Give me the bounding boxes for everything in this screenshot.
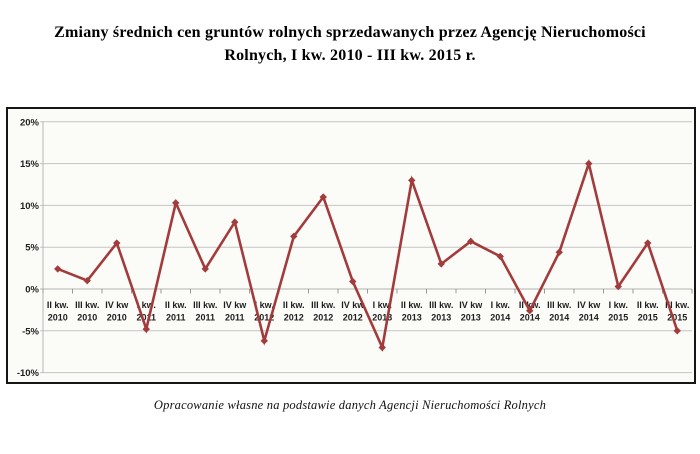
data-point-marker xyxy=(172,199,180,207)
x-tick-year-label: 2011 xyxy=(195,313,215,323)
chart-frame: 20% 15% 10% 5% 0% -5% -10% II kw. 2010 III kw. 201… xyxy=(6,107,696,384)
price-change-line xyxy=(57,158,679,352)
price-change-line-chart: 20% 15% 10% 5% 0% -5% -10% II kw. 2010 III kw. 201… xyxy=(17,117,693,379)
x-tick-year-label: 2014 xyxy=(579,313,599,323)
x-tick-quarter-label: II kw. xyxy=(47,300,69,310)
data-point-marker xyxy=(260,337,268,345)
x-tick-quarter-label: II kw. xyxy=(637,300,659,310)
x-tick-year-label: 2015 xyxy=(667,313,687,323)
x-tick-quarter-label: III kw. xyxy=(311,300,335,310)
x-tick-year-label: 2011 xyxy=(136,313,156,323)
data-point-marker xyxy=(83,276,91,285)
x-tick-quarter-label: III kw. xyxy=(75,300,99,310)
x-tick-year-label: 2012 xyxy=(313,313,333,323)
x-tick-year-label: 2013 xyxy=(431,313,451,323)
x-tick-year-label: 2012 xyxy=(254,313,274,323)
y-tick-label: 15% xyxy=(20,159,40,170)
data-point-marker xyxy=(378,343,386,352)
y-tick-label: 0% xyxy=(25,285,39,296)
x-tick-quarter-label: I kw. xyxy=(491,300,510,310)
x-tick-quarter-label: IV kw xyxy=(105,300,129,310)
data-point-marker xyxy=(555,248,563,256)
data-point-marker xyxy=(437,260,445,268)
x-tick-quarter-label: III kw. xyxy=(429,300,453,310)
data-point-marker xyxy=(467,237,475,246)
data-point-marker xyxy=(231,218,239,226)
x-tick-year-label: 2010 xyxy=(77,313,97,323)
data-point-marker xyxy=(142,325,150,333)
data-point-marker xyxy=(201,265,209,273)
data-point-marker xyxy=(526,307,534,315)
x-tick-year-label: 2010 xyxy=(48,313,68,323)
data-point-marker xyxy=(673,327,681,335)
x-tick-year-label: 2012 xyxy=(284,313,304,323)
data-point-marker xyxy=(349,277,357,286)
x-tick-quarter-label: II kw. xyxy=(519,300,541,310)
source-note: Opracowanie własne na podstawie danych A… xyxy=(153,398,547,412)
data-point-marker xyxy=(319,193,327,201)
x-tick-quarter-label: II kw. xyxy=(401,300,423,310)
x-tick-quarter-label: I kw. xyxy=(137,300,156,310)
chart-title: Zmiany średnich cen gruntów rolnych sprz… xyxy=(0,21,700,67)
x-tick-year-label: 2013 xyxy=(461,313,481,323)
x-tick-quarter-label: III kw. xyxy=(665,300,689,310)
x-tick-year-label: 2011 xyxy=(166,313,186,323)
x-tick-year-label: 2015 xyxy=(638,313,658,323)
x-tick-year-label: 2010 xyxy=(107,313,127,323)
x-tick-year-label: 2011 xyxy=(225,313,245,323)
x-tick-year-label: 2014 xyxy=(520,313,540,323)
x-tick-quarter-label: I kw. xyxy=(609,300,628,310)
y-tick-label: -5% xyxy=(22,326,39,337)
x-tick-quarter-label: IV kw xyxy=(341,300,365,310)
y-tick-label: 10% xyxy=(20,201,40,212)
data-point-marker xyxy=(585,159,593,168)
data-point-marker xyxy=(408,176,416,185)
x-tick-quarter-label: I kw. xyxy=(255,300,274,310)
data-point-marker xyxy=(644,239,652,247)
data-point-marker xyxy=(614,282,622,291)
x-tick-quarter-label: I kw. xyxy=(373,300,392,310)
data-point-marker xyxy=(54,265,62,273)
x-tick-year-label: 2013 xyxy=(372,313,392,323)
chart-title-line2: Rolnych, I kw. 2010 - III kw. 2015 r. xyxy=(224,47,476,64)
x-tick-year-label: 2013 xyxy=(402,313,422,323)
x-tick-quarter-label: II kw. xyxy=(165,300,187,310)
x-tick-quarter-label: III kw. xyxy=(193,300,217,310)
data-point-marker xyxy=(113,239,121,247)
chart-title-line1: Zmiany średnich cen gruntów rolnych sprz… xyxy=(54,24,646,41)
data-point-marker xyxy=(496,252,504,261)
x-tick-year-label: 2015 xyxy=(608,313,628,323)
x-tick-quarter-label: III kw. xyxy=(547,300,571,310)
x-tick-year-label: 2014 xyxy=(549,313,569,323)
y-tick-label: 20% xyxy=(20,117,40,128)
x-tick-quarter-label: IV kw xyxy=(577,300,601,310)
x-tick-year-label: 2012 xyxy=(343,313,363,323)
y-tick-label: -10% xyxy=(17,368,40,379)
x-tick-year-label: 2014 xyxy=(490,313,510,323)
x-tick-quarter-label: IV kw xyxy=(223,300,247,310)
y-tick-label: 5% xyxy=(25,243,39,254)
x-tick-quarter-label: II kw. xyxy=(283,300,305,310)
x-tick-quarter-label: IV kw xyxy=(459,300,483,310)
